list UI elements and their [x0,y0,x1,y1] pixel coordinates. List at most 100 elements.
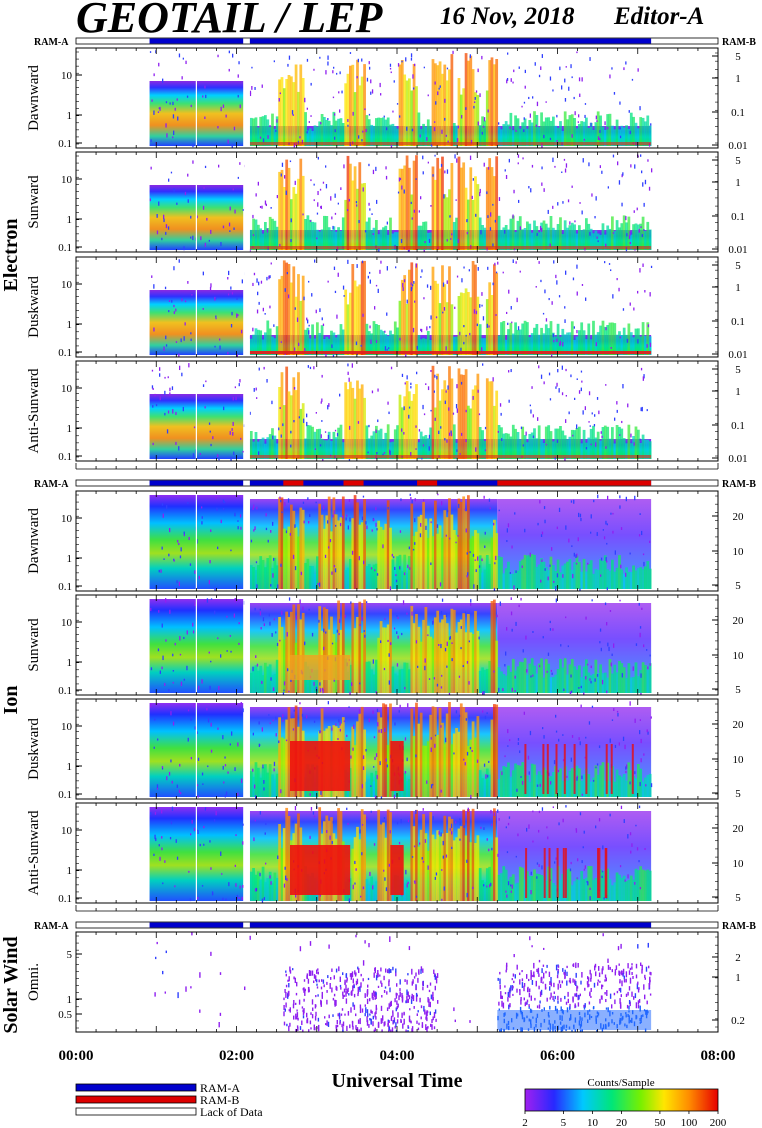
ion-column-mark [316,556,319,589]
noise-mark [238,61,240,65]
solar-wind-count-mark [420,966,423,971]
solar-wind-count-mark [407,973,409,976]
noise-mark [209,840,211,843]
solar-wind-count-mark [342,972,344,976]
noise-mark [187,502,189,504]
noise-mark [256,278,258,283]
solar-wind-count-mark [620,1004,622,1009]
ion-column-mark [455,632,458,693]
noise-mark [614,744,617,748]
noise-mark [282,692,285,695]
noise-mark [392,110,394,113]
noise-mark [280,173,282,177]
noise-mark [273,60,275,63]
ion-red-streak [585,744,588,794]
ion-column-mark [629,770,633,797]
noise-mark [253,272,256,276]
noise-mark [153,73,155,77]
noise-mark [623,819,625,824]
noise-mark [258,281,260,286]
electron-column-mark [363,397,366,459]
noise-mark [315,412,317,414]
noise-mark [192,622,194,627]
noise-mark [456,384,458,389]
noise-mark [451,233,453,236]
right-tick-label: 10 [733,650,745,662]
solar-wind-count-mark [352,985,354,992]
ion-column-mark [627,663,631,693]
noise-mark [164,860,166,863]
noise-mark [532,435,535,439]
noise-mark [366,817,368,820]
electron-column-mark [485,90,489,146]
noise-mark [351,682,353,686]
ion-column-mark [408,556,411,589]
solar-wind-count-mark [345,991,347,997]
noise-mark [399,704,401,709]
ion-column-mark [514,570,517,589]
noise-mark [233,126,236,131]
ion-column-mark [330,531,333,589]
electron-column-mark [500,129,503,146]
electron-column-mark [540,439,543,459]
electron-column-mark [290,199,293,250]
noise-mark [571,545,573,548]
noise-mark [491,823,493,826]
electron-column-mark [412,394,416,459]
solar-wind-count-mark [469,1020,471,1023]
electron-column-mark [533,111,536,146]
noise-mark [639,626,642,629]
noise-mark [529,404,531,407]
noise-mark [458,503,460,509]
electron-column-mark [424,126,428,146]
solar-wind-count-mark [403,1018,405,1025]
ion-column-mark [608,659,612,693]
noise-mark [193,703,195,708]
noise-mark [578,687,580,689]
ion-column-mark [441,619,444,693]
noise-mark [598,818,601,822]
ion-column-mark [410,503,414,589]
noise-mark [331,727,333,731]
electron-column-mark [403,275,407,355]
noise-mark [455,199,457,201]
noise-mark [173,311,175,314]
noise-mark [572,277,575,281]
noise-mark [196,215,198,219]
solar-wind-count-mark [527,987,529,993]
ion-column-mark [537,564,541,589]
noise-mark [517,833,519,837]
noise-mark [588,391,591,396]
noise-mark [281,162,284,167]
electron-column-mark [467,199,470,250]
ion-column-mark [351,602,355,693]
noise-mark [404,686,406,690]
electron-column-mark [264,332,267,355]
noise-mark [568,411,570,415]
ion-column-mark [608,879,612,901]
noise-mark [477,267,479,271]
noise-mark [169,392,171,397]
noise-mark [159,856,161,861]
noise-mark [455,710,458,714]
solar-wind-count-mark [416,1013,418,1016]
noise-mark [222,897,224,901]
noise-mark [541,54,543,58]
noise-mark [434,154,436,157]
noise-mark [574,111,576,116]
noise-mark [541,807,544,811]
noise-mark [375,507,377,511]
noise-mark [591,599,593,602]
noise-mark [537,522,539,526]
electron-group-label: Electron [0,219,22,292]
electron-column-mark [349,292,352,355]
noise-mark [430,521,432,524]
ion-column-mark [452,530,456,589]
solar-wind-count-mark [539,991,542,997]
noise-mark [595,442,597,447]
electron-column-mark [530,333,534,355]
ion-column-mark [485,668,489,693]
solar-wind-count-mark [566,1007,569,1013]
electron-column-mark [405,80,409,146]
